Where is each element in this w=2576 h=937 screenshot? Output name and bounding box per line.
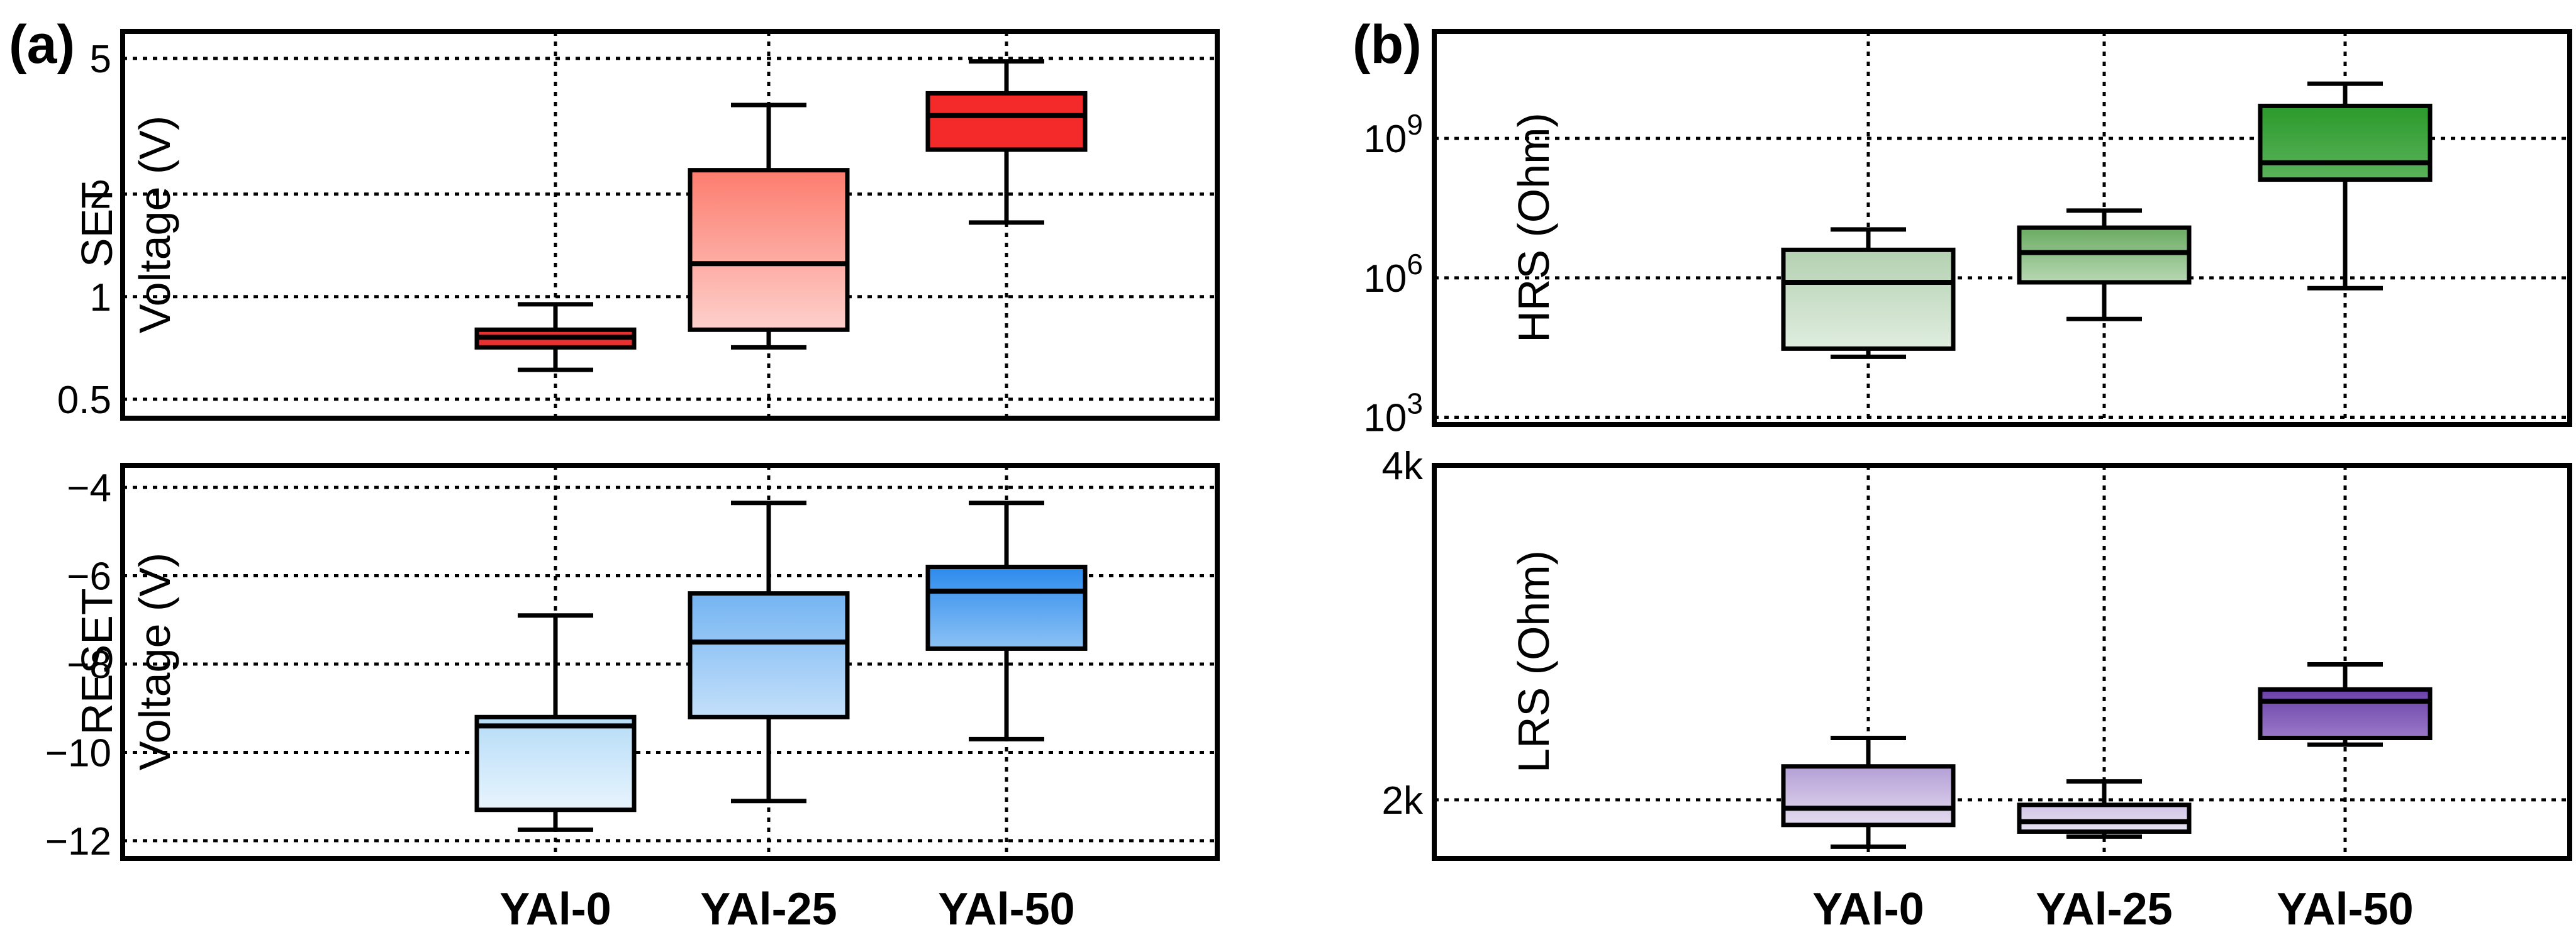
set-box-yal-50 [925, 59, 1088, 225]
set-ylabel-line-0: SET [72, 182, 121, 267]
iqr-box [474, 714, 637, 812]
lrs-plot: 2k 4k LRS (Ohm) [1382, 445, 2572, 861]
lrs-plot-frame [1432, 463, 2572, 861]
lrs-box-yal-25 [2017, 779, 2192, 839]
set-ytick-label: 2 [90, 174, 111, 217]
set-box-yal-0 [474, 302, 637, 372]
reset-plot-frame [120, 463, 1220, 861]
hrs-ytick-label: 109 [1363, 108, 1423, 161]
lrs-ytick-label: 4k [1382, 445, 1424, 488]
hrs-box-yal-50 [2258, 81, 2433, 291]
set-ytick-label: 5 [90, 38, 111, 81]
hrs-ytick-label: 106 [1363, 248, 1423, 301]
reset-ytick-label: −4 [67, 467, 111, 510]
lrs-ytick-label: 2k [1382, 779, 1424, 823]
reset-ytick-label: −10 [45, 731, 111, 775]
lrs-box-yal-50 [2258, 662, 2433, 747]
category-label-a-yal-25: YAl-25 [700, 884, 837, 934]
iqr-box [688, 591, 850, 719]
category-label-b-yal-50: YAl-50 [2277, 884, 2413, 934]
reset-voltage-plot: −12 −10 −8 −6 −4 RESET Voltage (V) [45, 463, 1220, 863]
iqr-box [1781, 764, 1956, 828]
reset-box-yal-25 [688, 501, 850, 804]
reset-ylabel-line-1: Voltage (V) [130, 553, 179, 770]
iqr-box [1781, 247, 1956, 351]
iqr-box [2258, 687, 2433, 741]
reset-ylabel-line-0: RESET [72, 588, 121, 735]
set-ylabel-line-1: Voltage (V) [130, 116, 179, 333]
lrs-box-yal-0 [1781, 736, 1956, 849]
set-ytick-label: 1 [90, 276, 111, 319]
reset-ytick-label: −6 [67, 555, 111, 599]
set-voltage-plot: 0.5 1 2 5 SET Voltage (V) [57, 29, 1220, 422]
reset-box-yal-50 [925, 501, 1088, 741]
iqr-box [925, 91, 1088, 152]
panel-label-b: (b) [1352, 14, 1422, 75]
panel-label-a: (a) [9, 14, 75, 75]
set-ytick-label: 0.5 [57, 379, 111, 422]
iqr-box [925, 565, 1088, 651]
iqr-box [2258, 103, 2433, 182]
lrs-ylabel-line-0: LRS (Ohm) [1509, 550, 1558, 773]
hrs-ytick-label: 103 [1363, 387, 1423, 440]
reset-box-yal-0 [474, 613, 637, 832]
category-label-b-yal-25: YAl-25 [2036, 884, 2172, 934]
iqr-box [688, 168, 850, 332]
category-label-a-yal-50: YAl-50 [938, 884, 1074, 934]
hrs-plot: 103 106 109 HRS (Ohm) [1363, 29, 2572, 440]
category-label-b-yal-0: YAl-0 [1812, 884, 1924, 934]
set-box-yal-25 [688, 103, 850, 350]
hrs-plot-frame [1432, 29, 2572, 427]
hrs-box-yal-0 [1781, 227, 1956, 359]
reset-ytick-label: −12 [45, 820, 111, 863]
hrs-box-yal-25 [2017, 208, 2192, 321]
set-plot-frame [120, 29, 1220, 421]
category-label-a-yal-0: YAl-0 [499, 884, 611, 934]
iqr-box [2017, 802, 2192, 834]
reset-ytick-label: −8 [67, 643, 111, 687]
hrs-ylabel-line-0: HRS (Ohm) [1509, 113, 1558, 343]
